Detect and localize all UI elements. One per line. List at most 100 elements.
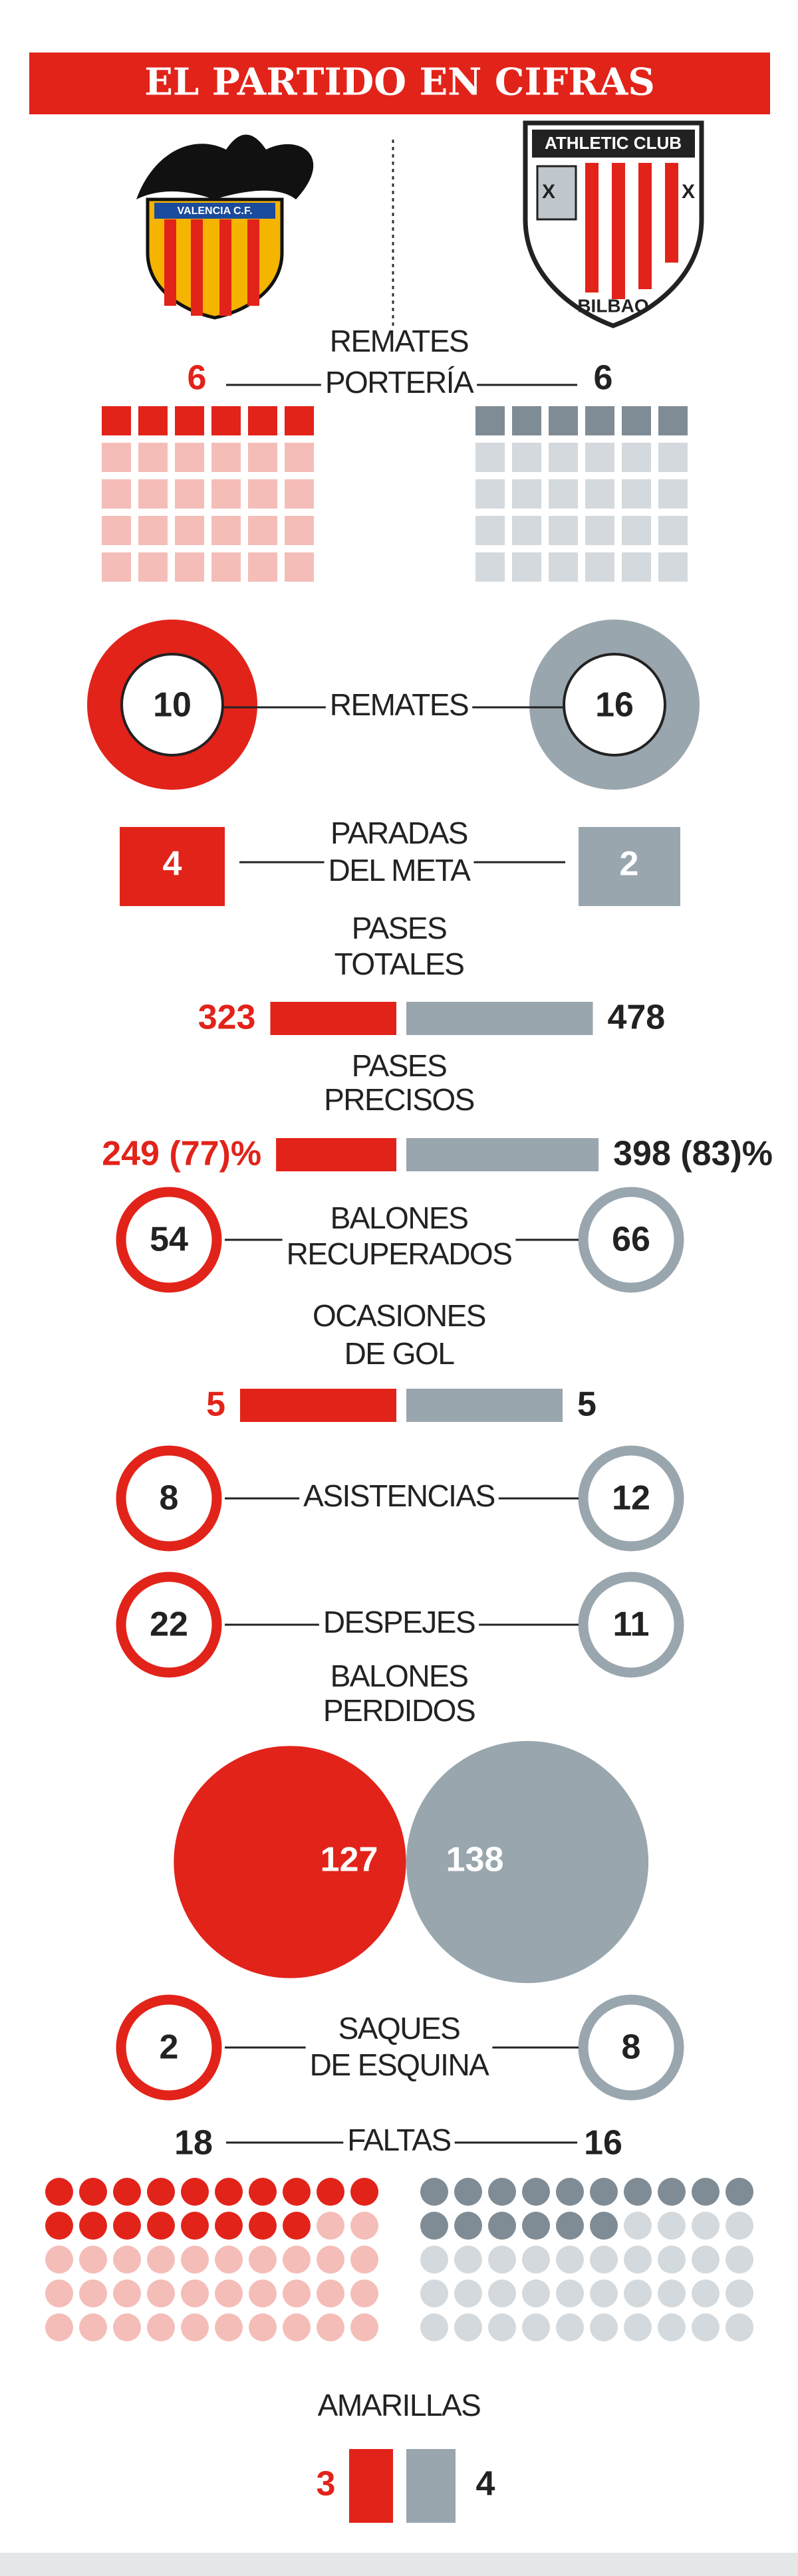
empty-dot — [692, 2280, 720, 2307]
stat-label: DESPEJES — [323, 1605, 475, 1639]
stat-label: SAQUES — [338, 2011, 460, 2046]
empty-dot — [522, 2280, 550, 2307]
empty-square — [658, 443, 688, 472]
shot-square — [658, 406, 688, 435]
donut-hole — [563, 653, 666, 757]
stat-label: OCASIONES — [313, 1298, 485, 1333]
empty-dot — [556, 2280, 584, 2307]
empty-dot — [317, 2212, 344, 2240]
empty-square — [585, 479, 614, 509]
box — [120, 827, 225, 906]
empty-square — [248, 516, 277, 545]
empty-dot — [283, 2246, 311, 2274]
stat-value: 323 — [198, 998, 256, 1037]
empty-dot — [590, 2313, 618, 2341]
foul-dot — [283, 2212, 311, 2240]
empty-square — [248, 552, 277, 582]
empty-dot — [624, 2313, 652, 2341]
empty-dot — [420, 2280, 448, 2307]
stat-value: 12 — [612, 1479, 650, 1518]
empty-square — [138, 479, 168, 509]
stat-value: 54 — [150, 1221, 188, 1259]
foul-dot — [522, 2212, 550, 2240]
empty-dot — [317, 2313, 344, 2341]
empty-square — [175, 552, 204, 582]
empty-dot — [283, 2313, 311, 2341]
empty-dot — [249, 2313, 277, 2341]
stat-label: PARADAS — [331, 816, 467, 850]
empty-square — [512, 552, 541, 582]
empty-square — [285, 443, 314, 472]
ring — [116, 1994, 222, 2101]
empty-square — [211, 479, 241, 509]
empty-dot — [113, 2246, 141, 2274]
foul-dot — [420, 2178, 448, 2206]
bar — [270, 1002, 396, 1035]
empty-dot — [181, 2280, 209, 2307]
empty-square — [475, 479, 505, 509]
big-circle — [174, 1746, 406, 1978]
stat-label: PASES — [352, 911, 447, 945]
bar — [240, 1389, 396, 1422]
empty-square — [211, 443, 241, 472]
empty-dot — [113, 2313, 141, 2341]
empty-dot — [658, 2280, 686, 2307]
empty-dot — [488, 2280, 516, 2307]
shot-square — [248, 406, 277, 435]
empty-dot — [350, 2212, 378, 2240]
empty-dot — [45, 2280, 73, 2307]
empty-dot — [590, 2246, 618, 2274]
foul-dot — [79, 2178, 107, 2206]
empty-dot — [350, 2246, 378, 2274]
stat-label: BALONES — [331, 1659, 468, 1693]
empty-dot — [454, 2313, 482, 2341]
stat-value: 2 — [620, 845, 639, 883]
stat-value: 398 (83)% — [613, 1135, 773, 1173]
empty-dot — [79, 2280, 107, 2307]
empty-square — [175, 443, 204, 472]
shot-square — [475, 406, 505, 435]
bar — [406, 1002, 593, 1035]
shot-square — [175, 406, 204, 435]
empty-square — [102, 552, 131, 582]
empty-square — [549, 552, 578, 582]
stat-value: 16 — [584, 2124, 622, 2163]
empty-dot — [590, 2280, 618, 2307]
stat-value: 6 — [188, 359, 207, 398]
foul-dot — [283, 2178, 311, 2206]
empty-square — [285, 479, 314, 509]
empty-square — [285, 552, 314, 582]
empty-square — [512, 479, 541, 509]
shot-square — [285, 406, 314, 435]
empty-dot — [215, 2246, 243, 2274]
foul-dot — [249, 2212, 277, 2240]
empty-dot — [454, 2246, 482, 2274]
empty-dot — [692, 2246, 720, 2274]
logo-x: X — [682, 181, 695, 203]
empty-square — [549, 443, 578, 472]
foul-dot — [522, 2178, 550, 2206]
stat-value: 18 — [174, 2124, 213, 2163]
big-circle — [406, 1740, 649, 1984]
stat-value: 4 — [476, 2465, 495, 2504]
shot-square — [585, 406, 614, 435]
empty-dot — [350, 2313, 378, 2341]
empty-square — [138, 516, 168, 545]
shot-square — [138, 406, 168, 435]
home-logo-text: VALENCIA C.F. — [178, 205, 253, 217]
stat-value: 4 — [163, 845, 182, 883]
empty-square — [512, 443, 541, 472]
stat-value: 8 — [160, 1479, 179, 1518]
stat-value: 11 — [613, 1605, 650, 1644]
foul-dot — [556, 2178, 584, 2206]
away-logo-bottom: BILBAO — [577, 295, 648, 316]
foul-dot — [692, 2178, 720, 2206]
foul-dot — [556, 2212, 584, 2240]
empty-dot — [215, 2280, 243, 2307]
foul-dot — [215, 2212, 243, 2240]
empty-dot — [658, 2313, 686, 2341]
bottom-band — [0, 2553, 798, 2576]
stat-label: TOTALES — [334, 947, 464, 981]
empty-dot — [113, 2280, 141, 2307]
